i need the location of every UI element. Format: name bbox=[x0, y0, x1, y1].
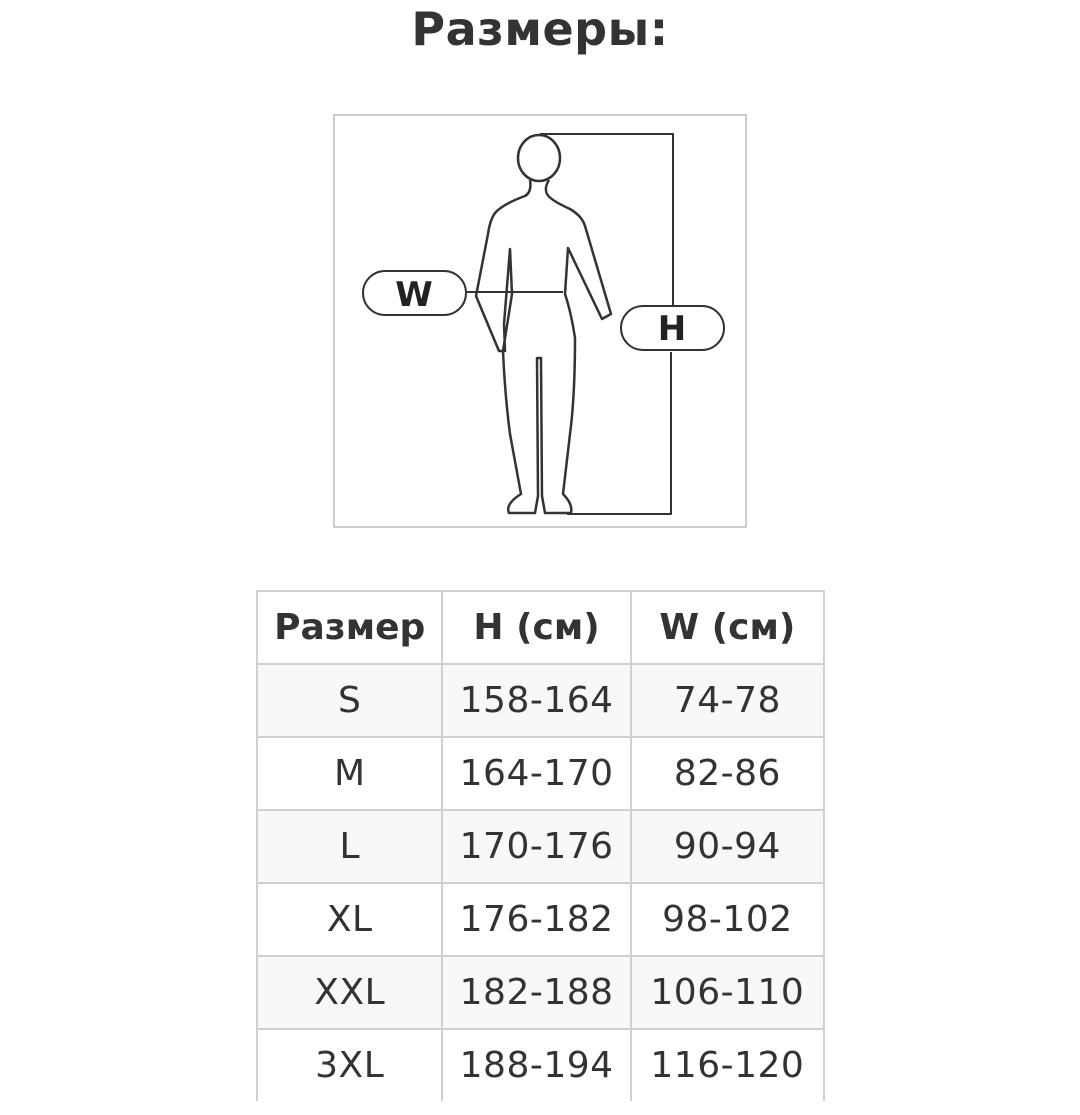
table-row: S 158-164 74-78 bbox=[255, 663, 826, 738]
height-cell: 158-164 bbox=[441, 663, 632, 738]
waist-cell: 98-102 bbox=[629, 882, 826, 957]
header-size: Размер bbox=[255, 590, 444, 665]
size-cell: M bbox=[255, 736, 444, 811]
waist-cell: 106-110 bbox=[629, 955, 826, 1030]
height-cell: 164-170 bbox=[441, 736, 632, 811]
table-row: XXL 182-188 106-110 bbox=[255, 955, 826, 1030]
size-cell: S bbox=[255, 663, 444, 738]
size-table: Размер H (см) W (см) S 158-164 74-78 M 1… bbox=[255, 590, 826, 1101]
height-cell: 182-188 bbox=[441, 955, 632, 1030]
height-cell: 188-194 bbox=[441, 1028, 632, 1101]
size-cell: XL bbox=[255, 882, 444, 957]
page-title: Размеры: bbox=[411, 2, 669, 56]
size-cell: L bbox=[255, 809, 444, 884]
body-measurement-illustration: W H bbox=[362, 133, 725, 515]
waist-cell: 74-78 bbox=[629, 663, 826, 738]
height-label: H bbox=[658, 309, 686, 349]
height-cell: 170-176 bbox=[441, 809, 632, 884]
table-row: 3XL 188-194 116-120 bbox=[255, 1028, 826, 1101]
waist-label: W bbox=[395, 275, 433, 315]
waist-cell: 90-94 bbox=[629, 809, 826, 884]
waist-cell: 82-86 bbox=[629, 736, 826, 811]
table-row: XL 176-182 98-102 bbox=[255, 882, 826, 957]
table-row: L 170-176 90-94 bbox=[255, 809, 826, 884]
table-row: M 164-170 82-86 bbox=[255, 736, 826, 811]
size-cell: 3XL bbox=[255, 1028, 444, 1101]
height-cell: 176-182 bbox=[441, 882, 632, 957]
size-diagram: W H bbox=[333, 114, 747, 528]
size-cell: XXL bbox=[255, 955, 444, 1030]
header-height: H (см) bbox=[441, 590, 632, 665]
table-header-row: Размер H (см) W (см) bbox=[255, 590, 826, 665]
header-waist: W (см) bbox=[629, 590, 826, 665]
waist-cell: 116-120 bbox=[629, 1028, 826, 1101]
